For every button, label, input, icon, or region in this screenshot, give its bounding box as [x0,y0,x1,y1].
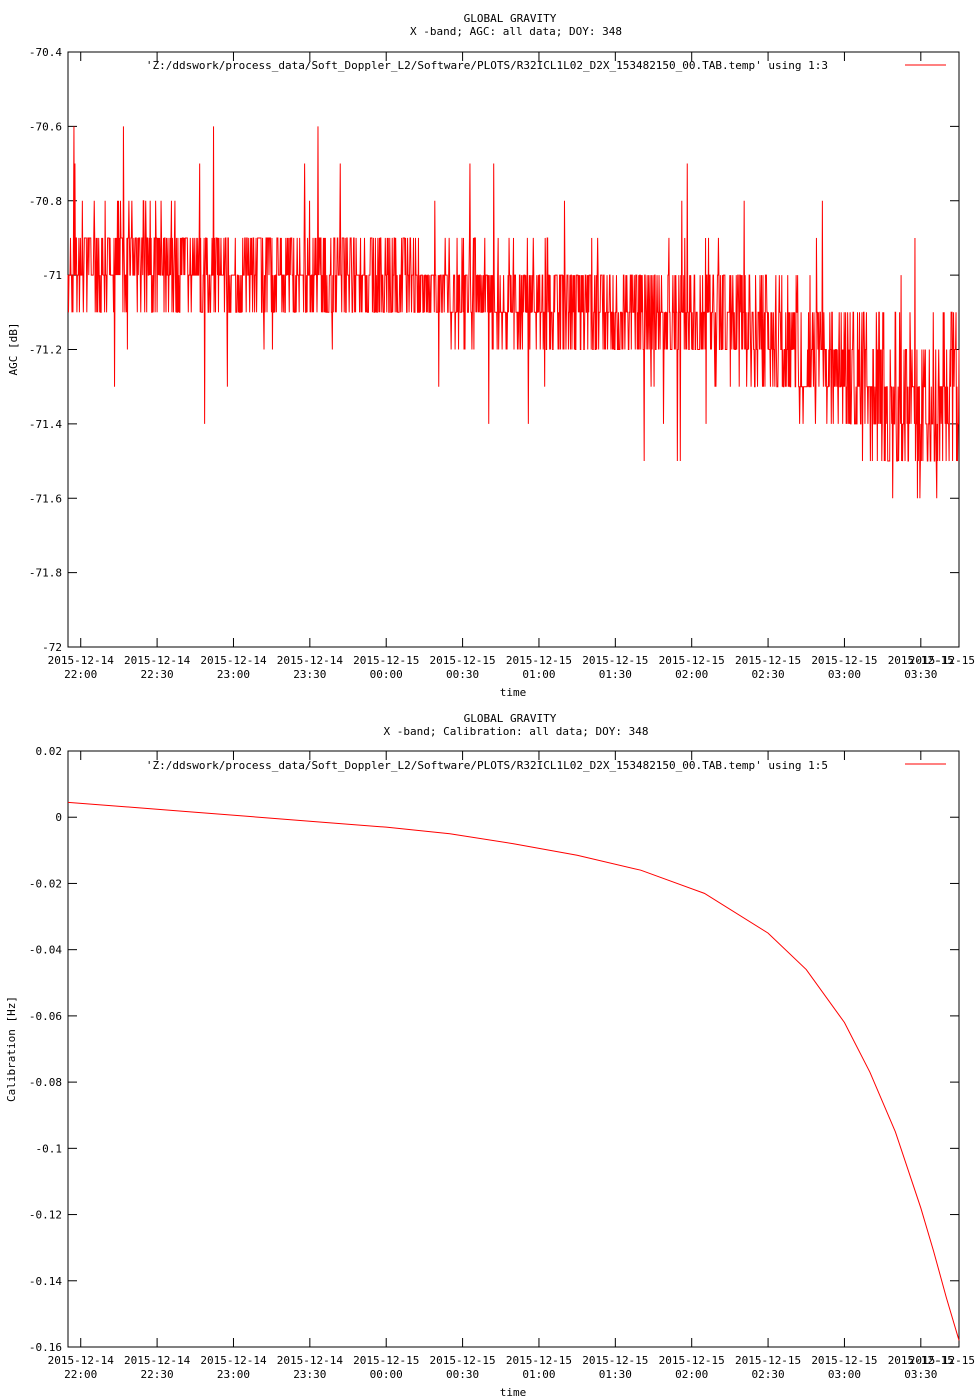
calibration-chart-title: GLOBAL GRAVITY [464,712,557,725]
y-tick-label: -71.4 [29,418,62,431]
y-tick-label: -72 [42,641,62,654]
x-tick-time-label: 03:30 [904,1368,937,1381]
calibration-series-line [67,801,960,1341]
agc-x-tick-labels: 2015-12-1422:002015-12-1422:302015-12-14… [48,654,975,681]
agc-chart-title: GLOBAL GRAVITY [464,12,557,25]
x-tick-date-label: 2015-12-15 [888,654,954,667]
x-tick-time-label: 01:00 [522,1368,555,1381]
x-tick-date-label: 2015-12-14 [124,1354,191,1367]
x-tick-date-label: 2015-12-14 [277,654,344,667]
calibration-plot-frame [67,750,960,1348]
x-tick-date-label: 2015-12-15 [353,1354,419,1367]
x-tick-date-label: 2015-12-15 [506,654,572,667]
agc-y-tick-labels: -70.4 -70.6 -70.8 -71 -71.2 -71.4 -71.6 -71.8 -7… [29,46,62,654]
x-tick-time-label: 22:30 [141,1368,174,1381]
x-tick-date-label: 2015-12-14 [200,1354,267,1367]
agc-chart: GLOBAL GRAVITY X -band; AGC: all data; D… [7,12,975,699]
y-tick-label: -71 [42,269,62,282]
x-tick-time-label: 23:00 [217,1368,250,1381]
x-tick-time-label: 01:30 [599,668,632,681]
x-tick-date-label: 2015-12-15 [353,654,419,667]
x-tick-date-label: 2015-12-15 [582,654,648,667]
y-tick-label: -71.8 [29,567,62,580]
x-tick-date-label: 2015-12-14 [124,654,191,667]
y-tick-label: -71.6 [29,492,62,505]
y-tick-label: -70.4 [29,46,62,59]
x-tick-date-label: 2015-12-15 [429,654,495,667]
calibration-y-axis-label: Calibration [Hz] [5,996,18,1102]
calibration-legend-entry: 'Z:/ddswork/process_data/Soft_Doppler_L2… [146,759,828,772]
y-tick-label: -0.06 [29,1010,62,1023]
calibration-x-tick-labels: 2015-12-1422:002015-12-1422:302015-12-14… [48,1354,975,1381]
x-tick-time-label: 02:00 [675,1368,708,1381]
x-tick-time-label: 00:00 [370,1368,403,1381]
x-tick-date-label: 2015-12-15 [429,1354,495,1367]
x-tick-date-label: 2015-12-14 [48,1354,115,1367]
x-tick-date-label: 2015-12-15 [735,1354,801,1367]
y-tick-label: -71.2 [29,344,62,357]
x-tick-time-label: 23:30 [293,1368,326,1381]
x-tick-date-label: 2015-12-15 [909,654,975,667]
y-tick-label: -70.6 [29,120,62,133]
x-tick-time-label: 22:30 [141,668,174,681]
calibration-x-axis-label: time [500,1386,527,1399]
y-tick-label: -0.12 [29,1209,62,1222]
x-tick-date-label: 2015-12-15 [909,1354,975,1367]
x-tick-date-label: 2015-12-15 [811,654,877,667]
agc-legend-entry: 'Z:/ddswork/process_data/Soft_Doppler_L2… [146,59,828,72]
x-tick-time-label: 03:30 [904,668,937,681]
y-tick-label: -0.1 [36,1142,63,1155]
x-tick-date-label: 2015-12-15 [659,1354,725,1367]
x-tick-time-label: 00:00 [370,668,403,681]
agc-chart-subtitle: X -band; AGC: all data; DOY: 348 [410,25,622,38]
agc-series-line [67,126,960,499]
x-tick-date-label: 2015-12-14 [48,654,115,667]
x-tick-time-label: 02:00 [675,668,708,681]
x-tick-time-label: 03:00 [828,1368,861,1381]
x-tick-time-label: 22:00 [64,1368,97,1381]
y-tick-label: 0 [55,811,62,824]
agc-x-axis-label: time [500,686,527,699]
x-tick-date-label: 2015-12-15 [888,1354,954,1367]
calibration-chart: GLOBAL GRAVITY X -band; Calibration: all… [5,712,975,1399]
y-tick-label: -0.14 [29,1275,62,1288]
y-tick-label: 0.02 [36,745,63,758]
x-tick-time-label: 02:30 [752,668,785,681]
x-tick-date-label: 2015-12-15 [582,1354,648,1367]
x-tick-date-label: 2015-12-14 [200,654,267,667]
x-tick-time-label: 22:00 [64,668,97,681]
x-tick-time-label: 00:30 [446,1368,479,1381]
x-tick-date-label: 2015-12-14 [277,1354,344,1367]
x-tick-time-label: 02:30 [752,1368,785,1381]
x-tick-date-label: 2015-12-15 [735,654,801,667]
calibration-y-tick-labels: 0.02 0 -0.02 -0.04 -0.06 -0.08 -0.1 -0.12 -0.14 -… [29,745,62,1354]
y-tick-label: -70.8 [29,195,62,208]
y-tick-label: -0.02 [29,877,62,890]
x-tick-time-label: 23:00 [217,668,250,681]
x-tick-time-label: 03:00 [828,668,861,681]
x-tick-time-label: 01:00 [522,668,555,681]
y-tick-label: -0.08 [29,1076,62,1089]
x-tick-date-label: 2015-12-15 [506,1354,572,1367]
x-tick-time-label: 23:30 [293,668,326,681]
x-tick-date-label: 2015-12-15 [811,1354,877,1367]
x-tick-time-label: 00:30 [446,668,479,681]
y-tick-label: -0.16 [29,1341,62,1354]
calibration-ticks [68,750,959,1348]
agc-y-axis-label: AGC [dB] [7,323,20,376]
x-tick-date-label: 2015-12-15 [659,654,725,667]
calibration-chart-subtitle: X -band; Calibration: all data; DOY: 348 [384,725,649,738]
x-tick-time-label: 01:30 [599,1368,632,1381]
y-tick-label: -0.04 [29,944,62,957]
